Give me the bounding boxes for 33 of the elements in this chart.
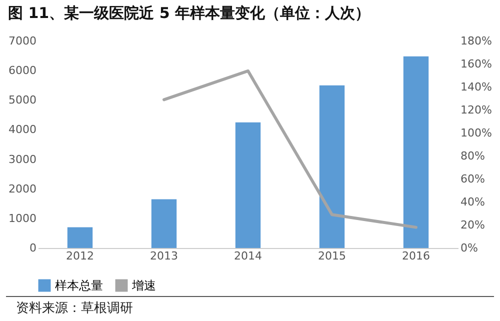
y-tick-label: 3000 <box>8 152 36 166</box>
y2-tick-label: 20% <box>460 218 485 232</box>
y-tick-label: 4000 <box>8 123 36 136</box>
text: 资料来源：草根调研 <box>6 296 494 319</box>
bar <box>151 199 177 248</box>
chart-title: 图 11、某一级医院近 5 年样本量变化（单位：人次） <box>8 4 370 22</box>
line-series <box>162 69 418 229</box>
legend-label: 样本总量 <box>55 278 103 293</box>
x-tick-label: 2012 <box>66 250 94 262</box>
y2-tick-label: 100% <box>460 126 492 140</box>
x-tick-label: 2013 <box>150 250 178 262</box>
bar <box>319 85 345 248</box>
y-tick-label: 0 <box>30 242 36 254</box>
y2-tick-label: 60% <box>460 172 485 186</box>
x-tick-label: 2015 <box>318 250 346 262</box>
y2-tick-label: 0% <box>460 242 478 254</box>
y2-tick-label: 80% <box>460 150 485 162</box>
y2-tick-label: 180% <box>460 34 492 48</box>
x-tick-label: 2016 <box>402 250 430 262</box>
y2-tick-label: 160% <box>460 58 492 70</box>
legend-label: 增速 <box>131 278 156 293</box>
y-tick-label: 5000 <box>8 94 36 107</box>
y2-tick-label: 120% <box>460 104 492 116</box>
y-tick-label: 2000 <box>8 182 36 196</box>
bar <box>235 122 261 248</box>
x-tick-label: 2014 <box>234 250 262 262</box>
y2-tick-label: 140% <box>460 80 492 94</box>
y-tick-label: 1000 <box>8 212 36 225</box>
bar <box>403 56 429 248</box>
y2-tick-label: 40% <box>460 196 485 208</box>
y-tick-label: 7000 <box>8 34 36 48</box>
y-tick-label: 6000 <box>8 64 36 78</box>
bar <box>67 227 93 248</box>
